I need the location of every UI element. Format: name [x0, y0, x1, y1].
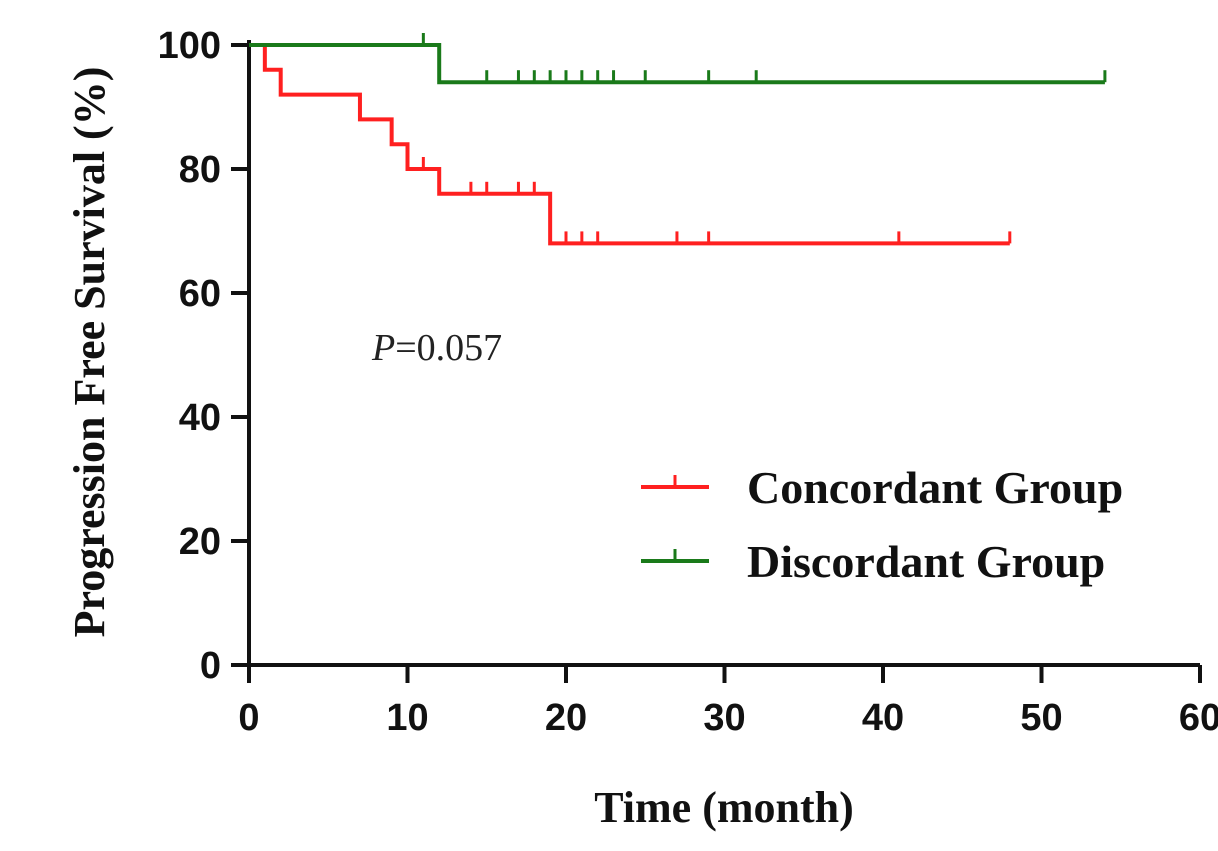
y-tick-label: 60	[179, 273, 221, 315]
survival-curve	[249, 43, 1105, 85]
y-tick-label: 20	[179, 521, 221, 563]
survival-curve	[249, 43, 1010, 246]
y-tick-label: 40	[179, 397, 221, 439]
legend-label: Concordant Group	[747, 462, 1123, 513]
x-axis-ticks: 0 10 20 30 40 50 60	[238, 665, 1218, 739]
y-tick-label: 0	[200, 645, 221, 687]
legend-item-discordant: Discordant Group	[641, 536, 1105, 587]
legend-label: Discordant Group	[747, 536, 1105, 587]
p-value-number: =0.057	[395, 327, 502, 369]
x-tick-label: 0	[238, 697, 259, 739]
x-tick-label: 40	[862, 697, 904, 739]
x-tick-label: 10	[386, 697, 428, 739]
legend: Concordant Group Discordant Group	[641, 462, 1123, 587]
y-tick-label: 100	[158, 25, 221, 67]
series-layer	[249, 33, 1107, 246]
x-axis-title: Time (month)	[594, 783, 854, 832]
y-tick-label: 80	[179, 149, 221, 191]
p-value-annotation: P=0.057	[371, 327, 502, 369]
p-value-label: P	[371, 327, 395, 369]
x-tick-label: 30	[703, 697, 745, 739]
x-tick-label: 20	[545, 697, 587, 739]
series-discordant	[249, 33, 1107, 85]
x-tick-label: 60	[1179, 697, 1218, 739]
x-tick-label: 50	[1020, 697, 1062, 739]
legend-item-concordant: Concordant Group	[641, 462, 1123, 513]
series-concordant	[249, 43, 1012, 246]
y-axis-title: Progression Free Survival (%)	[65, 67, 114, 638]
y-axis-ticks: 0 20 40 60 80 100	[158, 25, 249, 687]
